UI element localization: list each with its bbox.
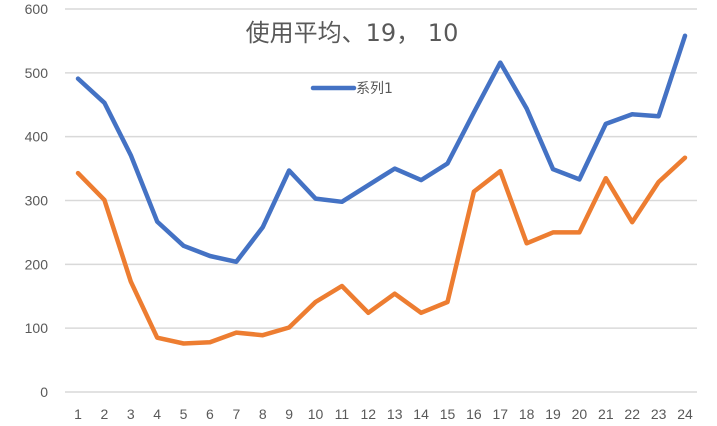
x-tick-label: 11: [335, 406, 350, 422]
x-tick-label: 10: [308, 406, 324, 422]
x-tick-label: 3: [127, 406, 135, 422]
x-tick-label: 13: [387, 406, 403, 422]
x-tick-label: 2: [100, 406, 108, 422]
y-tick-label: 200: [25, 256, 49, 272]
x-tick-label: 7: [232, 406, 240, 422]
chart-title: 使用平均、19， 10: [246, 19, 459, 47]
x-tick-label: 15: [440, 406, 456, 422]
y-tick-label: 500: [25, 65, 49, 81]
y-tick-label: 100: [25, 320, 49, 336]
x-tick-label: 19: [545, 406, 561, 422]
series-line-1: [75, 33, 688, 265]
x-tick-label: 24: [677, 406, 693, 422]
x-tick-label: 12: [361, 406, 377, 422]
y-tick-label: 300: [25, 193, 49, 209]
y-tick-label: 400: [25, 129, 49, 145]
x-tick-label: 14: [413, 406, 429, 422]
y-axis-tick-labels: 0 100 200 300 400 500 600: [25, 1, 49, 400]
x-tick-label: 22: [624, 406, 640, 422]
legend-label-series-1: 系列1: [356, 81, 393, 97]
x-axis-tick-labels: 1 2 3 4 5 6 7 8 9 10 11 12 13 14 15 16 17 18 19 20 21 22 23 24: [74, 406, 693, 422]
y-tick-label: 0: [40, 384, 48, 400]
x-tick-label: 23: [651, 406, 667, 422]
series-line-2: [75, 155, 688, 346]
x-tick-label: 1: [74, 406, 82, 422]
x-tick-label: 18: [519, 406, 535, 422]
gridlines: [65, 8, 697, 393]
data-series: [75, 33, 688, 346]
x-tick-label: 17: [492, 406, 508, 422]
y-tick-label: 600: [25, 1, 49, 17]
x-tick-label: 6: [206, 406, 214, 422]
x-tick-label: 21: [598, 406, 614, 422]
legend: 系列1: [310, 81, 393, 97]
x-tick-label: 20: [572, 406, 588, 422]
x-tick-label: 5: [180, 406, 188, 422]
x-tick-label: 16: [466, 406, 482, 422]
x-tick-label: 9: [285, 406, 293, 422]
x-tick-label: 8: [259, 406, 267, 422]
x-tick-label: 4: [153, 406, 161, 422]
